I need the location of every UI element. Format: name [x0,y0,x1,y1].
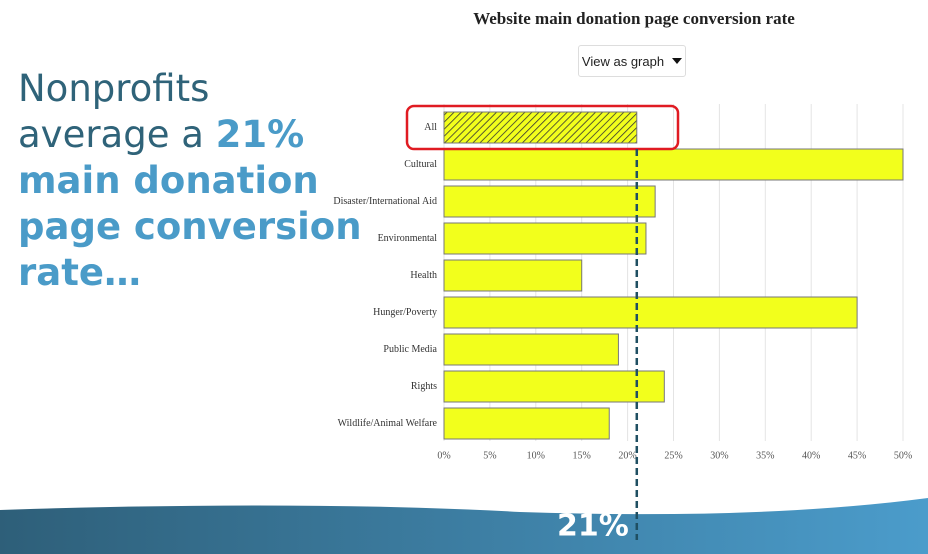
bar [443,222,647,255]
bar [443,148,904,181]
headline-text: average a [18,113,204,156]
y-tick-label: Hunger/Poverty [373,307,437,318]
headline-line: rate… [18,250,362,296]
headline-emphasis: rate… [18,251,141,294]
x-tick-label: 35% [756,450,774,461]
x-tick-label: 5% [483,450,496,461]
bar [443,111,638,144]
bar [443,296,858,329]
y-tick-label: Public Media [383,344,437,355]
x-tick-label: 0% [437,450,450,461]
y-tick-label: Disaster/International Aid [333,196,437,207]
x-tick-label: 25% [664,450,682,461]
headline-emphasis: 21% [215,113,305,156]
bar [443,185,656,218]
y-tick-label: Wildlife/Animal Welfare [337,418,437,429]
headline-line: main donation [18,158,362,204]
headline-line: page conversion [18,204,362,250]
dropdown-label: View as graph [581,53,665,69]
headline-emphasis: main donation [18,159,319,202]
y-tick-label: All [424,122,437,133]
headline-emphasis: page conversion [18,205,362,248]
x-tick-label: 15% [573,450,591,461]
banner [0,498,928,554]
y-tick-label: Rights [410,381,437,392]
bar [443,333,619,366]
bar [443,407,610,440]
view-dropdown[interactable]: View as graph [578,45,686,77]
y-tick-label: Environmental [377,233,437,244]
reference-label: 21% [557,509,629,544]
caret [672,58,683,64]
headline: Nonprofits average a 21% main donation p… [18,66,362,296]
x-tick-label: 10% [527,450,545,461]
x-tick-label: 40% [802,450,820,461]
chart-title: Website main donation page conversion ra… [473,9,795,28]
y-tick-label: Health [410,270,437,281]
x-tick-label: 50% [894,450,912,461]
x-tick-label: 30% [710,450,728,461]
headline-line: average a 21% [18,112,362,158]
x-tick-label: 20% [618,450,636,461]
highlight-box [405,104,680,151]
x-tick-label: 45% [848,450,866,461]
headline-line: Nonprofits [18,67,210,110]
bar [443,259,583,292]
bar [443,370,665,403]
y-tick-label: Cultural [404,159,437,170]
